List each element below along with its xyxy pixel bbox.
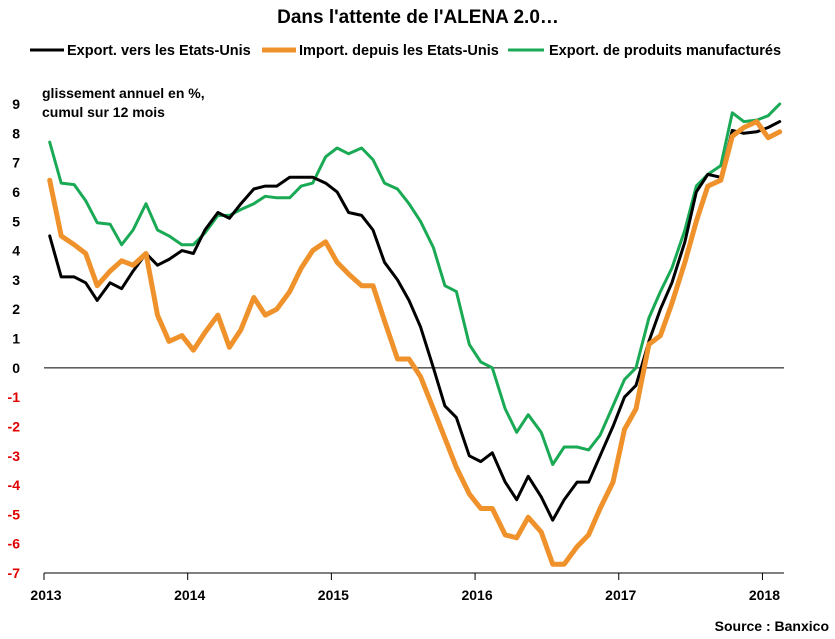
y-tick-label: -1 <box>8 389 21 405</box>
x-tick-label: 2016 <box>461 587 492 603</box>
series-line-export-manuf <box>48 102 782 466</box>
y-tick-label: 5 <box>12 213 20 229</box>
y-tick-label: 6 <box>12 184 20 200</box>
legend-label-export-us: Export. vers les Etats-Unis <box>67 43 251 59</box>
x-tick-label: 2018 <box>749 587 780 603</box>
series-line-export-us <box>48 120 782 522</box>
y-tick-label: -2 <box>8 418 21 434</box>
x-tick-label: 2013 <box>30 587 61 603</box>
x-tick-label: 2014 <box>174 587 205 603</box>
y-tick-label: -3 <box>8 448 21 464</box>
legend-label-export-manuf: Export. de produits manufacturés <box>549 43 781 59</box>
legend: Export. vers les Etats-Unis Import. depu… <box>30 43 781 59</box>
y-tick-label: -5 <box>8 506 21 522</box>
y-tick-label: -7 <box>8 565 21 581</box>
x-tick-label: 2017 <box>605 587 636 603</box>
y-tick-label: 8 <box>12 125 20 141</box>
series-layer <box>47 102 783 567</box>
series-line-import-us <box>47 119 783 567</box>
x-tick-label: 2015 <box>318 587 349 603</box>
y-tick-label: -4 <box>8 477 21 493</box>
y-tick-label: 0 <box>12 360 20 376</box>
x-axis: 2013 2014 2015 2016 2017 2018 <box>30 572 784 603</box>
source-note: Source : Banxico <box>715 618 829 634</box>
y-axis: 9 8 7 6 5 4 3 2 1 0 -1 -2 -3 -4 -5 -6 -7 <box>8 96 21 581</box>
y-tick-label: 3 <box>12 272 20 288</box>
y-tick-label: 9 <box>12 96 20 112</box>
y-tick-label: -6 <box>8 536 21 552</box>
y-tick-label: 2 <box>12 301 20 317</box>
y-tick-label: 4 <box>12 243 20 259</box>
legend-label-import-us: Import. depuis les Etats-Unis <box>299 43 499 59</box>
y-tick-label: 7 <box>12 155 20 171</box>
y-axis-label-line2: cumul sur 12 mois <box>42 104 165 120</box>
y-tick-label: 1 <box>12 331 20 347</box>
chart-title: Dans l'attente de l'ALENA 2.0… <box>277 7 559 28</box>
y-axis-label-line1: glissement annuel en %, <box>42 85 205 101</box>
